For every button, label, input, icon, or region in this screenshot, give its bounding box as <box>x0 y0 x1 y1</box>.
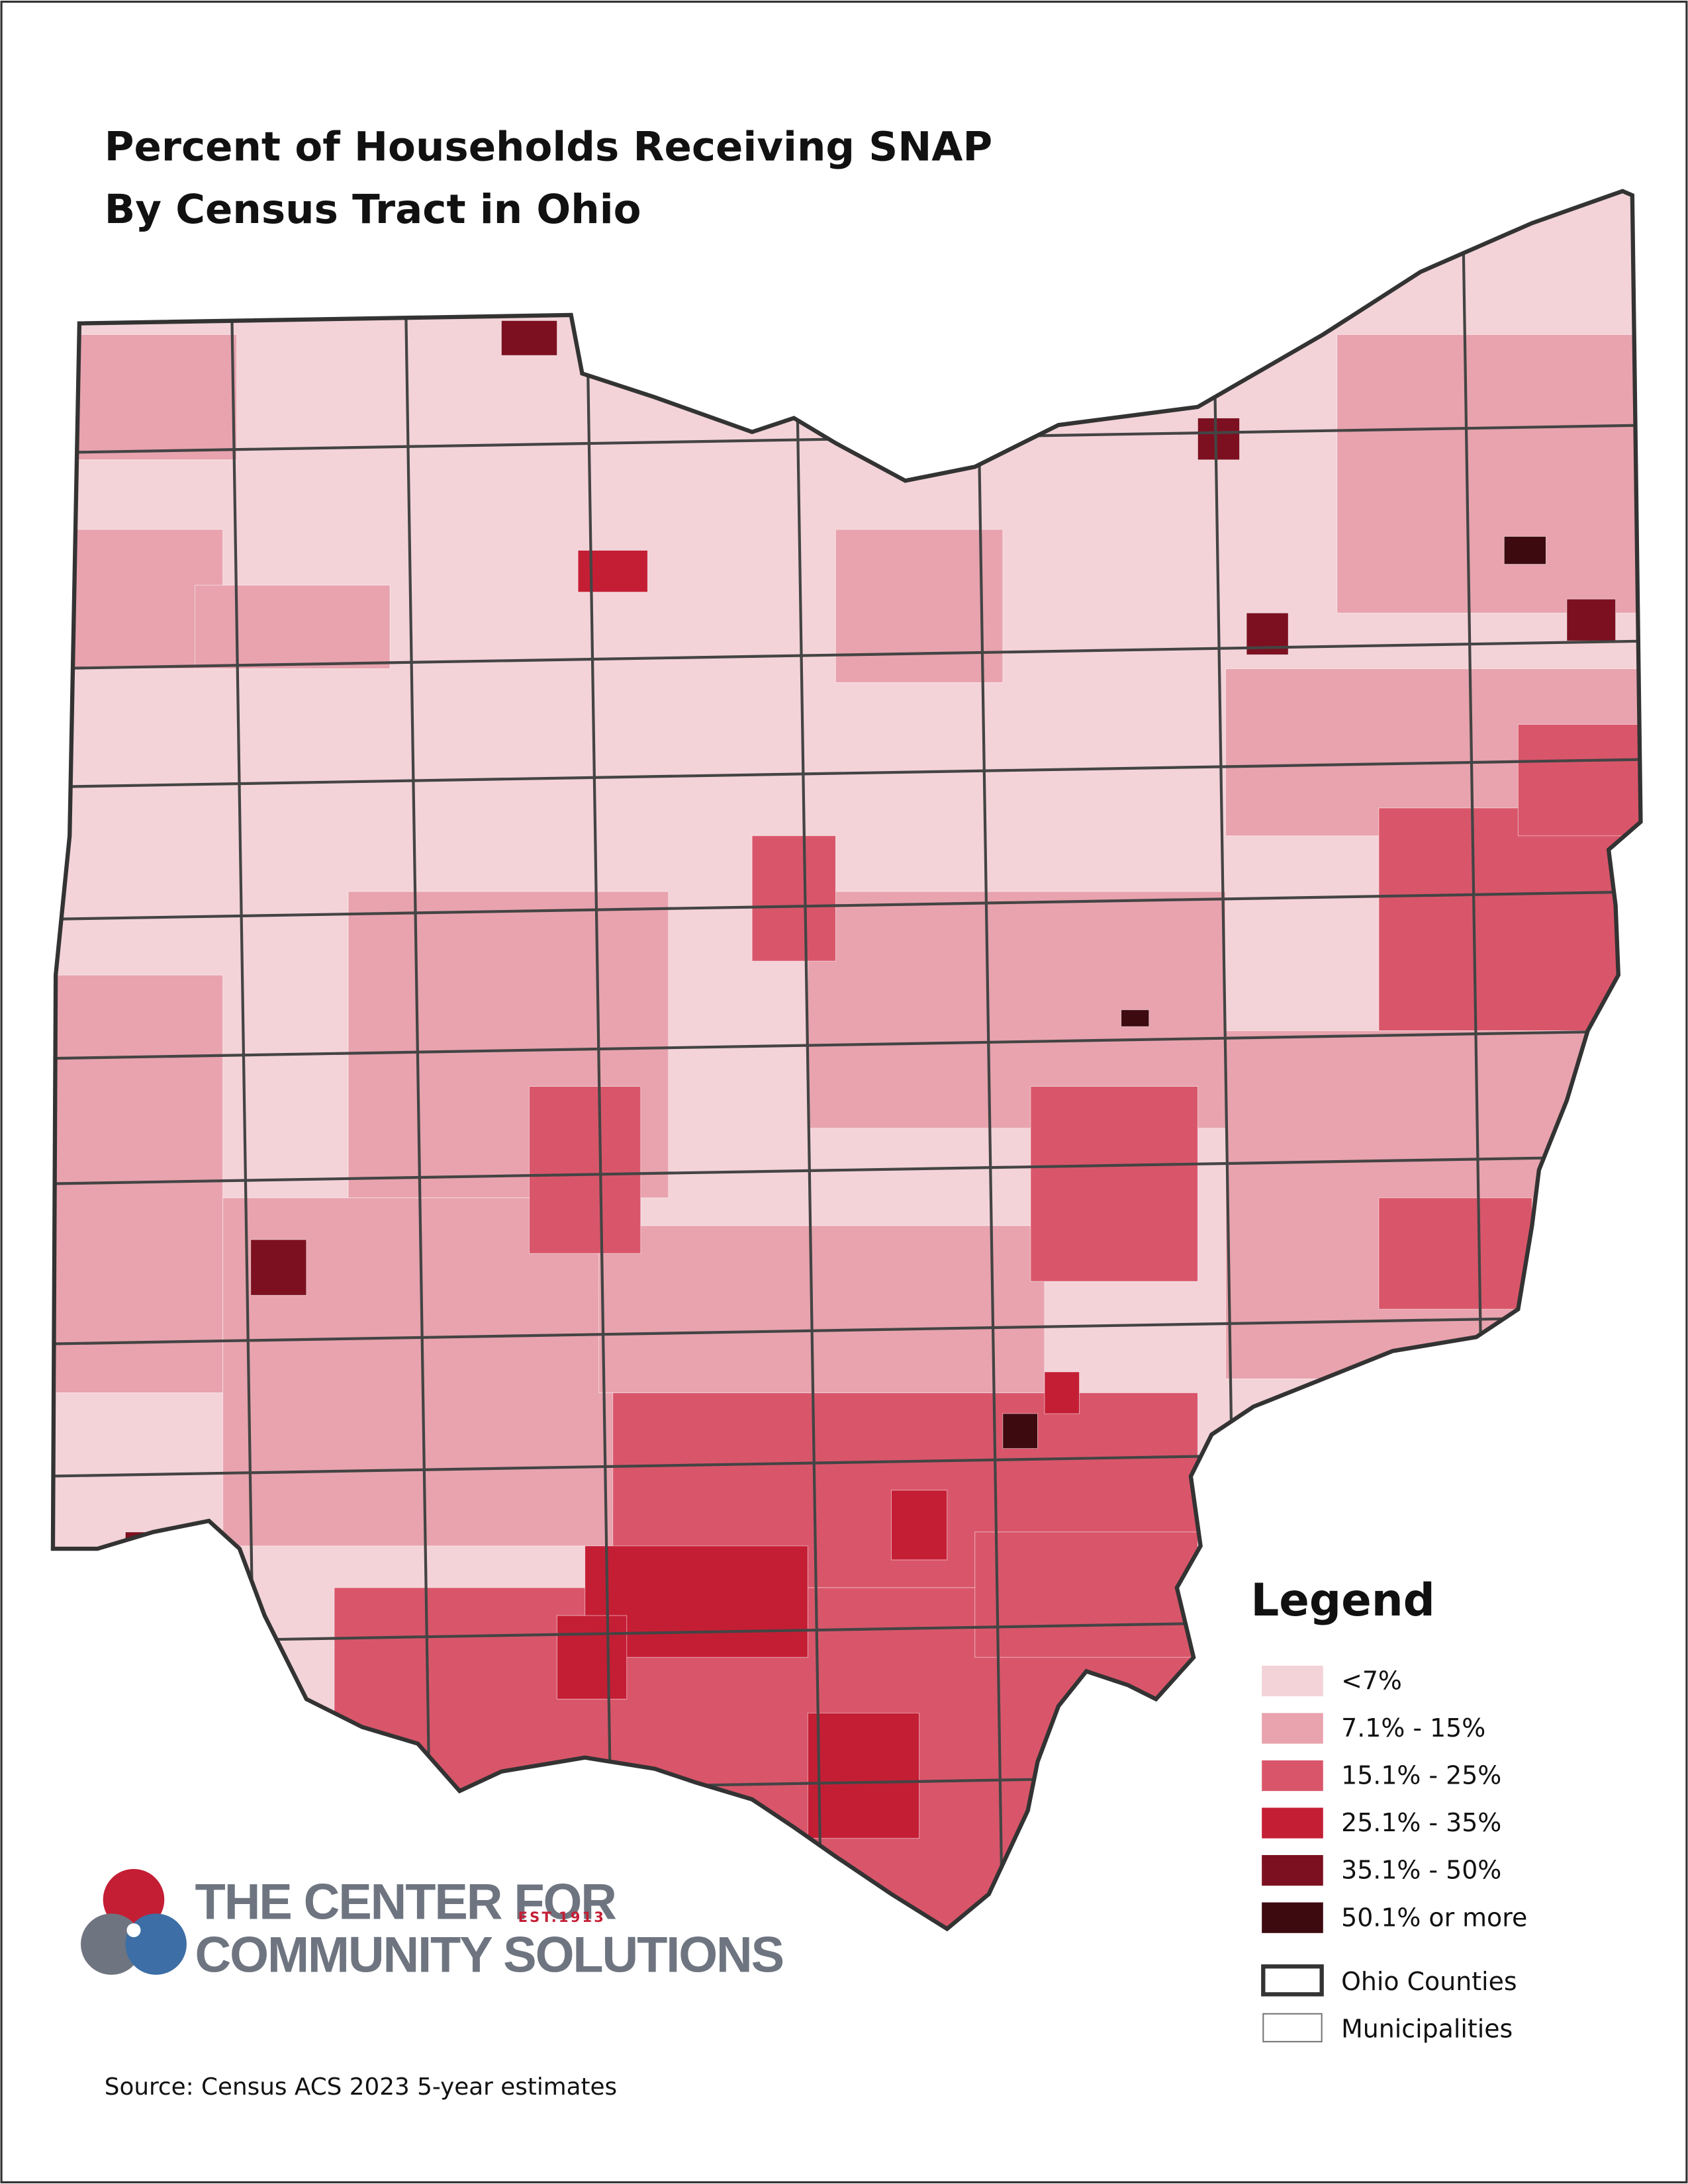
tract-area <box>1002 1413 1038 1449</box>
source: Source: Census ACS 2023 5-year estimates <box>105 2073 617 2101</box>
county-line <box>52 758 1641 789</box>
legend-swatch <box>1262 1713 1323 1744</box>
legend-label: 35.1% - 50% <box>1341 1856 1501 1885</box>
tract-area <box>195 584 391 669</box>
legend-label: Municipalities <box>1341 2015 1513 2044</box>
logo-text: THE CENTER FOR <box>195 1874 617 1931</box>
legend-swatch <box>1262 1760 1323 1792</box>
logo-est: EST.1913 <box>518 1909 606 1925</box>
legend-swatch <box>1262 1854 1323 1886</box>
state-outline <box>50 189 1643 1932</box>
logo-text: COMMUNITY SOLUTIONS <box>195 1927 783 1983</box>
tract-area <box>1566 598 1617 641</box>
legend-label: 15.1% - 25% <box>1341 1761 1501 1790</box>
legend-boundary <box>1262 2013 1323 2042</box>
tract-area <box>891 1490 948 1561</box>
legend-swatch <box>1262 1807 1323 1839</box>
county-line <box>52 639 1641 670</box>
tract-area <box>1378 1197 1532 1310</box>
tract-area <box>1030 1086 1198 1282</box>
county-line <box>583 191 614 1929</box>
county-line <box>402 191 434 1929</box>
tract-area <box>529 1086 641 1254</box>
legend-swatch <box>1262 1665 1323 1697</box>
tract-area <box>577 550 648 593</box>
tract-area <box>1336 334 1641 614</box>
tract-area <box>1517 724 1641 837</box>
logo-circle <box>81 1913 142 1975</box>
county-line <box>973 191 1004 1929</box>
legend: <7% 7.1% - 15% 15.1% - 25% 25.1% - 35% 35.1%… <box>1261 1665 1527 2044</box>
tract-area <box>974 1531 1198 1658</box>
county-line <box>52 1154 1641 1185</box>
tract-area <box>557 1615 628 1700</box>
logo-dot <box>126 1923 141 1938</box>
tract-area <box>807 1712 920 1839</box>
logo: THE CENTER FOR COMMUNITY SOLUTIONS EST.1… <box>81 1869 784 1983</box>
legend-boundary <box>1261 1964 1324 1997</box>
legend-label: 7.1% - 15% <box>1341 1713 1485 1743</box>
legend-label: <7% <box>1341 1666 1402 1696</box>
county-line <box>52 1029 1641 1060</box>
title-line: Percent of Households Receiving SNAP <box>105 123 992 170</box>
legend-label: 25.1% - 35% <box>1341 1808 1501 1837</box>
tract-area <box>1197 418 1240 461</box>
tract-area <box>835 529 1004 683</box>
tract-area <box>501 320 558 356</box>
tract-area <box>1503 536 1546 565</box>
tract-area <box>1246 612 1289 655</box>
logo-circle <box>125 1913 187 1975</box>
tract-area <box>751 835 836 962</box>
legend-swatch <box>1262 1902 1323 1933</box>
tract-area <box>1121 1009 1150 1027</box>
tract-area <box>55 334 238 461</box>
tract-area <box>598 1225 1045 1393</box>
title-line: By Census Tract in Ohio <box>105 186 641 233</box>
tract-area <box>1044 1371 1080 1414</box>
tract-area <box>250 1239 307 1296</box>
legend-title: Legend <box>1250 1574 1435 1626</box>
county-line <box>52 889 1641 921</box>
county-line <box>52 1314 1641 1345</box>
county-line <box>792 191 823 1929</box>
legend-label: 50.1% or more <box>1341 1903 1527 1932</box>
legend-label: Ohio Counties <box>1341 1967 1517 1996</box>
